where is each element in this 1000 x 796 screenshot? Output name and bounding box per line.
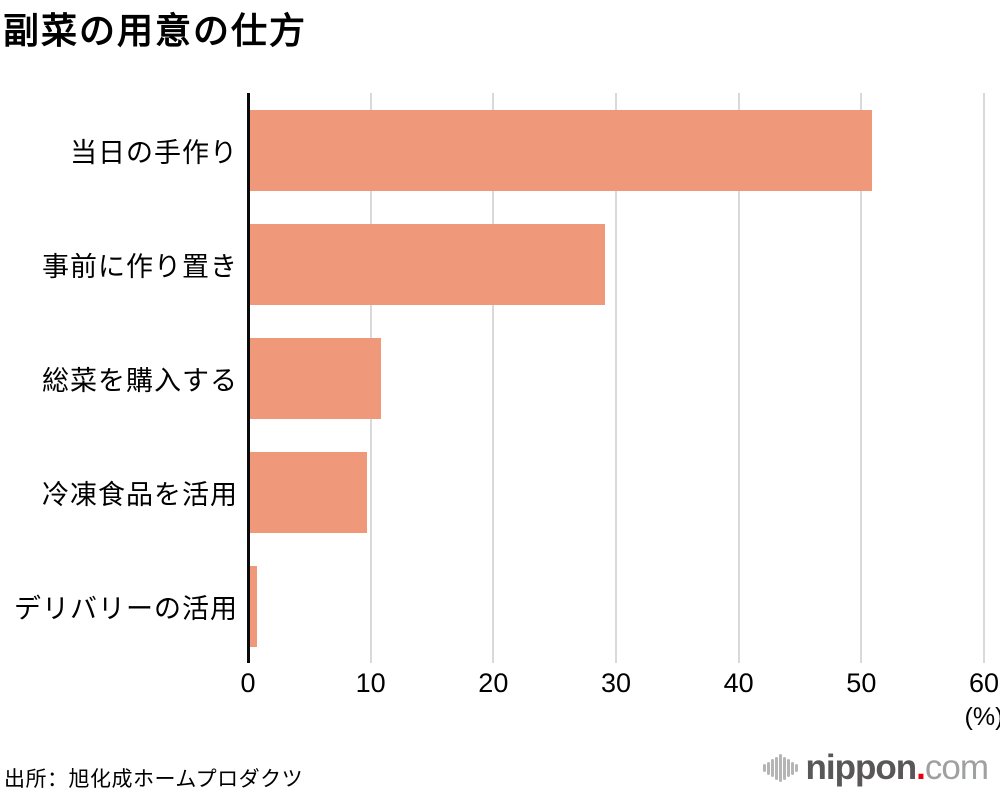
gridline-40 <box>737 93 740 663</box>
gridline-50 <box>860 93 863 663</box>
bar-総菜を購入する <box>250 337 382 419</box>
soundwave-icon <box>763 747 798 789</box>
nippon-logo-text: nippon.com <box>805 748 989 788</box>
chart-title: 副菜の用意の仕方 <box>3 10 308 51</box>
category-axis: 当日の手作り事前に作り置き 総菜を購入する 冷凍食品を活用デリバリーの活用 <box>0 93 238 663</box>
source-note: 出所：旭化成ホームプロダクツ <box>4 768 304 791</box>
x-tick-label: 20 <box>478 668 509 698</box>
logo-dot: . <box>916 748 926 787</box>
gridline-20 <box>492 93 495 663</box>
gridline-60 <box>983 93 985 663</box>
x-tick-label: 0 <box>240 668 256 698</box>
x-axis-unit-label: (%) <box>964 703 1000 731</box>
x-tick-label: 10 <box>355 668 386 698</box>
x-axis: 0 10 20 30 40 50 60 <box>240 668 999 704</box>
bar-当日の手作り <box>250 109 872 191</box>
nippon-logo: nippon.com <box>763 747 989 789</box>
category-label: 総菜を購入する <box>42 365 238 396</box>
bar-デリバリーの活用 <box>250 565 258 647</box>
x-tick-label: 30 <box>600 668 632 698</box>
category-label: 当日の手作り <box>70 137 238 168</box>
bar-事前に作り置き <box>250 223 605 305</box>
logo-tld: com <box>924 748 989 787</box>
x-tick-label: 50 <box>846 668 877 698</box>
category-label: 冷凍食品を活用 <box>42 479 238 510</box>
x-tick-label: 40 <box>723 668 754 698</box>
plot-area <box>247 93 985 663</box>
gridline-30 <box>615 93 617 663</box>
category-label: 事前に作り置き <box>42 251 238 282</box>
bar-冷凍食品を活用 <box>250 451 367 533</box>
x-tick-label: 60 <box>968 668 1000 698</box>
category-label: デリバリーの活用 <box>14 593 238 624</box>
y-axis-line <box>247 93 250 663</box>
logo-name: nippon <box>805 748 918 787</box>
